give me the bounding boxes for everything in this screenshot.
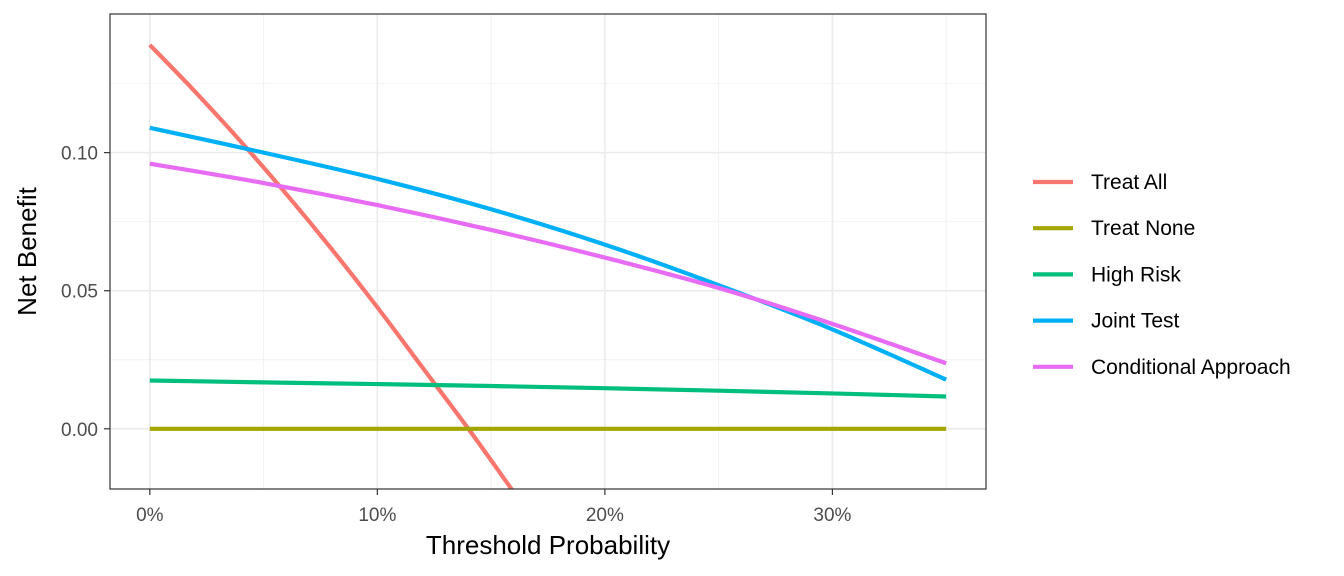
legend-label: Treat All [1091,171,1167,194]
series-line-high-risk [149,378,947,399]
legend-item-treat-none: Treat None [1033,217,1195,240]
x-tick-label: 10% [358,505,396,526]
y-tick-label: 0.10 [61,144,98,165]
major-grid [110,14,986,489]
legend: Treat All Treat None High Risk Joint Test Co… [1033,171,1291,379]
x-axis: 0% 10% 20% 30% [136,489,852,526]
legend-label: Joint Test [1091,310,1179,333]
legend-label: High Risk [1091,263,1181,286]
minor-grid [110,14,986,489]
legend-label: Conditional Approach [1091,356,1291,379]
y-tick-label: 0.05 [61,282,98,303]
series-line-treat-all [148,43,515,489]
legend-item-treat-all: Treat All [1033,171,1167,194]
y-axis-title: Net Benefit [12,186,42,315]
series-line-conditional-approach [149,161,947,366]
series-lines [148,43,948,489]
panel-border [109,13,987,490]
x-tick-label: 20% [586,505,624,526]
legend-item-high-risk: High Risk [1033,263,1181,286]
y-axis: 0.00 0.05 0.10 [61,144,110,441]
legend-item-joint-test: Joint Test [1033,310,1179,333]
legend-label: Treat None [1091,217,1195,240]
x-tick-label: 30% [813,505,851,526]
y-tick-label: 0.00 [61,420,98,441]
legend-item-conditional-approach: Conditional Approach [1033,356,1291,379]
x-axis-title: Threshold Probability [426,530,670,560]
x-tick-label: 0% [136,505,164,526]
series-line-joint-test [149,125,948,382]
